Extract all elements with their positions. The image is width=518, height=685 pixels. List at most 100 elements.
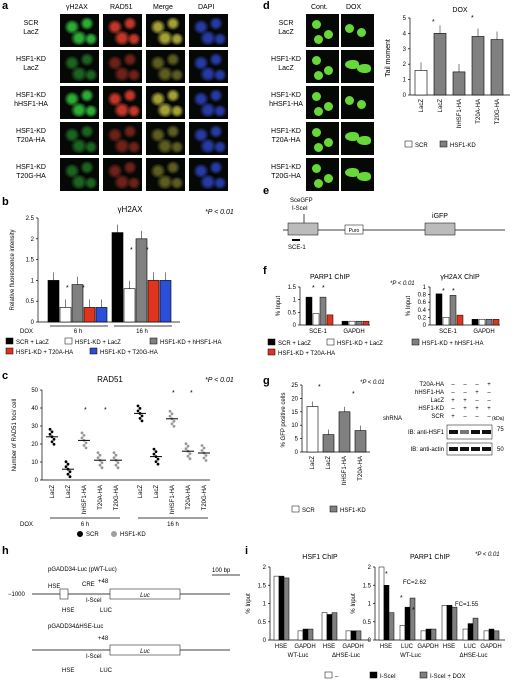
b-bar xyxy=(159,280,172,323)
b-legend-swatch xyxy=(64,337,73,345)
nucleus xyxy=(127,69,141,81)
b-ylabel: Relative fluorescence intensity xyxy=(10,229,16,310)
c-star: * xyxy=(104,407,107,414)
g-blot-mark: + xyxy=(475,406,479,412)
nucleus xyxy=(156,31,174,45)
c-point xyxy=(204,459,208,462)
h-hse-box xyxy=(59,588,69,600)
c-legend-swatch xyxy=(77,531,83,537)
nucleus xyxy=(113,31,131,45)
f-star: * xyxy=(322,285,325,292)
g-blot-row-label: T20A-HA xyxy=(419,382,444,388)
g-blot-mark: + xyxy=(475,390,479,396)
b-legend-label: HSF1-KD + LacZ xyxy=(75,340,121,346)
d-ytick-label: 5 xyxy=(403,16,407,22)
g-band xyxy=(449,447,458,451)
micrograph-tile xyxy=(146,158,185,191)
comet xyxy=(314,143,323,152)
i-right-ytick-label: 0 xyxy=(368,638,372,644)
comet xyxy=(312,20,321,29)
c-point xyxy=(116,466,120,470)
f-left-bar xyxy=(305,296,313,326)
c-point xyxy=(80,436,84,440)
a-row-label: HSF1-KD xyxy=(16,92,46,99)
i-left-bar xyxy=(331,612,338,641)
micrograph-tile xyxy=(189,122,228,155)
f-right-bar xyxy=(456,314,464,326)
c-xlabel: LacZ xyxy=(50,485,56,499)
d-ytick-label: 0 xyxy=(403,93,407,99)
i-right-bar xyxy=(409,597,416,641)
nucleus xyxy=(127,105,141,117)
comet xyxy=(357,64,371,73)
c-point xyxy=(82,434,86,437)
f-right-xgroup: SCE-1 xyxy=(439,329,457,335)
i-right-bar xyxy=(472,617,479,641)
micrograph-tile xyxy=(103,122,142,155)
i-right-ytick-label: 0.5 xyxy=(363,620,372,626)
f-right-ytick-label: 0.6 xyxy=(418,300,427,306)
c-point xyxy=(138,417,142,420)
c-point xyxy=(170,422,174,426)
b-ytick-label: 1 xyxy=(31,278,35,284)
f-legend-label: HSF1-KD + LacZ xyxy=(337,341,383,347)
a-row-label: HSF1-KD xyxy=(16,128,46,135)
h-isce2: I-SceI xyxy=(86,654,102,660)
c-point xyxy=(154,450,158,453)
c-point xyxy=(202,446,206,450)
c-ytick-label: 30 xyxy=(31,424,38,430)
h-hse-primer: HSE xyxy=(62,608,74,614)
nucleus xyxy=(193,128,209,142)
micrograph-tile xyxy=(146,14,185,47)
d-row-sublabel: T20G-HA xyxy=(271,173,301,180)
g-blot-row-label: hHSF1-HA xyxy=(415,390,444,396)
comet-tile xyxy=(306,122,339,155)
comet xyxy=(357,28,366,37)
nucleus xyxy=(123,53,137,66)
h-luc: Luc xyxy=(140,593,150,599)
a-row-sublabel: LacZ xyxy=(23,65,39,72)
nucleus xyxy=(193,92,209,106)
d-star: * xyxy=(471,15,474,22)
nucleus xyxy=(193,164,209,178)
c-group-16h: 16 h xyxy=(167,522,179,528)
a-row-label: HSF1-KD xyxy=(16,164,46,171)
panel-c-label: c xyxy=(2,370,9,382)
b-ytick-label: 1.5 xyxy=(26,258,35,264)
g-blot-mark: – xyxy=(451,382,455,388)
nucleus xyxy=(123,161,137,174)
i-left-title: HSF1 ChIP xyxy=(302,554,338,561)
i-right-xlabel: GAPDH xyxy=(480,644,501,650)
e-puro-box xyxy=(344,224,364,235)
c-xlabel: T20G-HA xyxy=(202,485,208,510)
comet-tile xyxy=(341,50,374,83)
comet-tile xyxy=(341,14,374,47)
b-ytick-label: 2.5 xyxy=(26,216,35,222)
d-legend-label: HSF1-KD xyxy=(450,143,476,149)
nucleus xyxy=(80,89,94,102)
a-row-sublabel: LacZ xyxy=(23,29,39,36)
comet xyxy=(314,179,323,188)
nucleus xyxy=(199,67,217,81)
i-right-group: WT-Luc xyxy=(400,653,421,659)
h-c2-title: pGADD34ΔHSE-Luc xyxy=(48,624,103,630)
i-right-bar xyxy=(425,628,432,641)
f-left-bar xyxy=(355,320,363,326)
c-xlabel: T20A-HA xyxy=(186,485,192,510)
g-ytick-label: 25 xyxy=(291,383,298,389)
f-left-bar xyxy=(348,320,356,326)
micrograph-tile xyxy=(146,50,185,83)
b-legend-label: HSF1-KD + T20G-HA xyxy=(100,350,158,356)
c-point xyxy=(168,409,172,413)
c-point xyxy=(200,444,204,447)
b-bar xyxy=(111,232,124,323)
i-star: * xyxy=(412,607,415,614)
c-point xyxy=(52,437,56,441)
i-legend-label: I-SceI + DOX xyxy=(430,674,466,680)
g-blot-mark: – xyxy=(451,406,455,412)
d-ytick-label: 4 xyxy=(403,31,407,37)
comet-tile xyxy=(341,158,374,191)
d-ytick-label: 1 xyxy=(403,78,407,84)
f-right-ylabel: % Input xyxy=(406,296,412,317)
d-ytick-label: 3 xyxy=(403,47,407,53)
